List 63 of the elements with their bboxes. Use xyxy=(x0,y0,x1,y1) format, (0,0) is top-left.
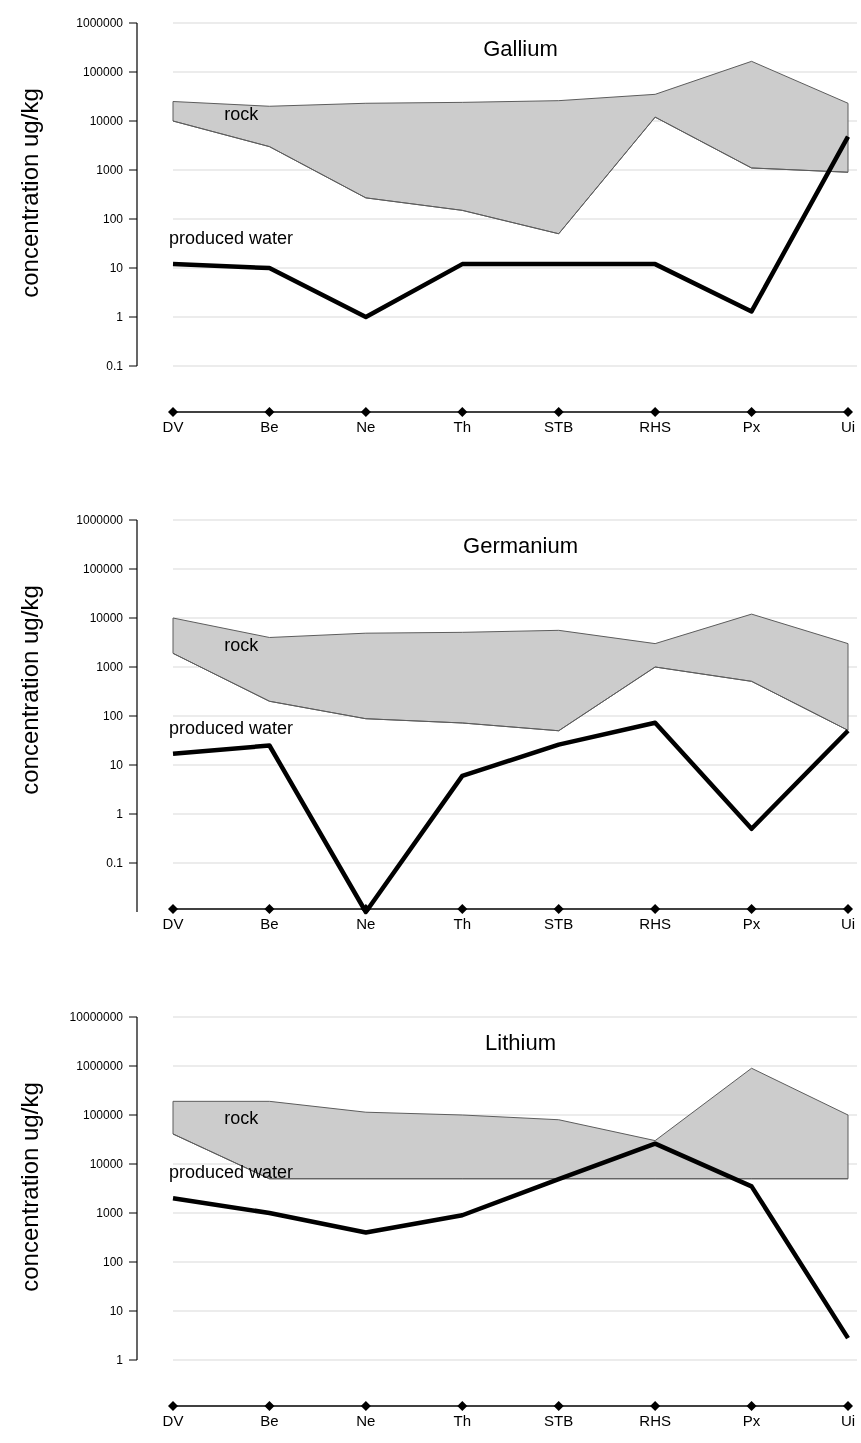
y-tick-label: 1000 xyxy=(96,660,124,674)
x-tick-label: DV xyxy=(162,418,184,435)
y-tick-label: 1 xyxy=(116,1353,124,1367)
series-label: produced water xyxy=(169,1162,294,1183)
x-tick-label: Th xyxy=(453,418,472,435)
y-tick-label: 1 xyxy=(116,310,124,324)
y-tick-label: 0.1 xyxy=(106,856,124,870)
y-tick-label: 100000 xyxy=(82,562,124,576)
x-tick-label: RHS xyxy=(639,418,671,435)
y-tick-label: 10000 xyxy=(89,1157,124,1171)
line-series xyxy=(170,134,851,320)
x-tick-label: Be xyxy=(260,915,279,932)
y-axis-title: concentration ug/kg xyxy=(16,1082,43,1292)
text: Lithium xyxy=(485,1030,556,1055)
y-tick-label: 10 xyxy=(109,758,124,772)
x-tick-label: STB xyxy=(544,1412,574,1429)
y-tick-label: 1000 xyxy=(96,163,124,177)
x-tick-label: Th xyxy=(453,915,472,932)
y-tick-label: 100 xyxy=(102,709,124,723)
y-tick-label: 1000000 xyxy=(76,513,124,527)
line-series xyxy=(170,720,851,915)
y-tick-label: 100000 xyxy=(82,1108,124,1122)
x-tick-label: STB xyxy=(544,418,574,435)
y-axis-title: concentration ug/kg xyxy=(16,585,43,795)
x-tick-label: Ne xyxy=(356,1412,376,1429)
series-label: produced water xyxy=(169,717,294,738)
y-tick-label: 100 xyxy=(102,1255,124,1269)
y-tick-label: 0.1 xyxy=(106,359,124,373)
x-tick-label: Px xyxy=(742,915,761,932)
y-tick-label: 10 xyxy=(109,1304,124,1318)
x-tick-label: Ne xyxy=(356,418,376,435)
line-series xyxy=(170,1141,851,1341)
y-tick-label: 10000 xyxy=(89,114,124,128)
x-tick-label: RHS xyxy=(639,1412,671,1429)
text: Gallium xyxy=(483,36,558,61)
x-tick-label: Ui xyxy=(840,1412,856,1429)
x-tick-label: Ui xyxy=(840,915,856,932)
x-tick-label: Px xyxy=(742,418,761,435)
series-label: rock xyxy=(224,1107,260,1128)
x-tick-label: Be xyxy=(260,1412,279,1429)
x-tick-label: RHS xyxy=(639,915,671,932)
y-tick-label: 10000000 xyxy=(69,1010,124,1024)
x-tick-label: STB xyxy=(544,915,574,932)
y-tick-label: 1000000 xyxy=(76,16,124,30)
series-label: rock xyxy=(224,635,260,656)
y-tick-label: 100 xyxy=(102,212,124,226)
y-tick-label: 1 xyxy=(116,807,124,821)
x-tick-label: DV xyxy=(162,1412,184,1429)
series-label: produced water xyxy=(169,228,294,249)
x-tick-label: Be xyxy=(260,418,279,435)
x-tick-label: Ui xyxy=(840,418,856,435)
y-axis-title: concentration ug/kg xyxy=(16,88,43,298)
y-tick-label: 1000000 xyxy=(76,1059,124,1073)
y-tick-label: 100000 xyxy=(82,65,124,79)
x-tick-label: Th xyxy=(453,1412,472,1429)
text: Germanium xyxy=(463,533,578,558)
series-label: rock xyxy=(224,103,260,124)
x-tick-label: DV xyxy=(162,915,184,932)
x-tick-label: Px xyxy=(742,1412,761,1429)
y-tick-label: 10000 xyxy=(89,611,124,625)
x-tick-label: Ne xyxy=(356,915,376,932)
y-tick-label: 1000 xyxy=(96,1206,124,1220)
y-tick-label: 10 xyxy=(109,261,124,275)
